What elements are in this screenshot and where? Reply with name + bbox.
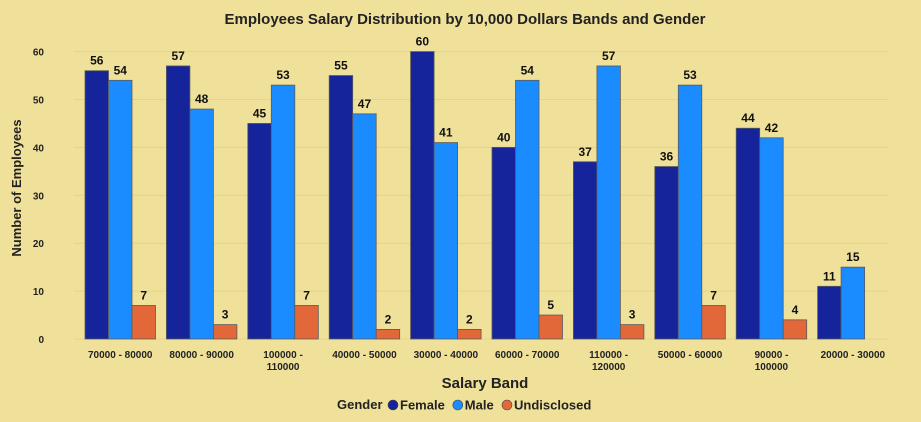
y-axis-title: Number of Employees — [9, 119, 24, 256]
y-tick-label: 10 — [33, 287, 45, 298]
bar-undisclosed[interactable] — [701, 305, 726, 340]
bar-male[interactable] — [352, 113, 377, 340]
bar-male[interactable] — [108, 79, 133, 340]
data-label-male: 41 — [439, 126, 453, 140]
data-label-male: 54 — [114, 63, 128, 77]
x-axis-title: Salary Band — [442, 375, 529, 392]
data-label-male: 53 — [276, 68, 290, 82]
data-label-female: 56 — [90, 54, 104, 68]
data-label-undisclosed: 3 — [629, 308, 636, 322]
legend-title: Gender — [337, 397, 383, 412]
data-label-female: 11 — [823, 269, 836, 283]
bar-male[interactable] — [677, 84, 703, 340]
bar-undisclosed[interactable] — [457, 329, 482, 340]
legend-marker-male — [452, 399, 464, 411]
data-label-male: 15 — [846, 250, 860, 264]
data-label-male: 53 — [683, 68, 697, 82]
data-label-female: 37 — [578, 145, 592, 159]
data-label-female: 60 — [416, 35, 430, 49]
x-tick-label: 30000 - 40000 — [414, 350, 479, 361]
legend-item-female[interactable]: Female — [400, 398, 445, 413]
data-label-undisclosed: 7 — [710, 288, 717, 302]
bar-male[interactable] — [759, 137, 784, 340]
data-label-undisclosed: 7 — [303, 288, 310, 302]
data-label-undisclosed: 4 — [792, 303, 799, 317]
data-label-male: 57 — [602, 49, 616, 63]
y-tick-label: 60 — [33, 48, 45, 59]
data-label-male: 54 — [521, 63, 535, 77]
y-tick-label: 50 — [33, 95, 45, 106]
bar-female[interactable] — [84, 70, 109, 340]
data-label-male: 47 — [358, 97, 372, 111]
x-tick-label: 40000 - 50000 — [332, 350, 397, 361]
bar-male[interactable] — [270, 84, 296, 340]
chart-title: Employees Salary Distribution by 10,000 … — [225, 11, 706, 28]
x-tick-label: 60000 - 70000 — [495, 350, 560, 361]
x-tick-label: 50000 - 60000 — [658, 350, 723, 361]
bar-undisclosed[interactable] — [782, 319, 808, 340]
data-label-female: 57 — [171, 49, 185, 63]
bar-female[interactable] — [410, 51, 435, 340]
data-label-female: 55 — [334, 59, 348, 73]
legend-marker-female — [387, 399, 399, 411]
axis-ticks: 0 10 20 30 40 50 60 70000 - 80000 80000 - 90000 1… — [33, 48, 886, 373]
bar-female[interactable] — [573, 161, 598, 340]
bar-undisclosed[interactable] — [375, 329, 401, 340]
data-label-undisclosed: 2 — [385, 312, 392, 326]
data-label-female: 45 — [253, 106, 267, 120]
data-label-undisclosed: 7 — [140, 288, 147, 302]
bar-undisclosed[interactable] — [294, 305, 319, 340]
y-tick-label: 30 — [33, 191, 45, 202]
data-label-female: 40 — [497, 130, 511, 144]
bar-undisclosed[interactable] — [212, 324, 238, 340]
y-tick-label: 20 — [33, 239, 45, 250]
bar-female[interactable] — [817, 285, 842, 340]
legend-item-male[interactable]: Male — [465, 398, 494, 413]
bar-male[interactable] — [515, 79, 540, 340]
bar-undisclosed[interactable] — [538, 314, 563, 340]
bar-undisclosed[interactable] — [620, 324, 645, 340]
legend-item-undisclosed[interactable]: Undisclosed — [514, 398, 591, 413]
bars — [84, 51, 865, 340]
bar-female[interactable] — [247, 123, 272, 340]
legend-marker-undisclosed — [501, 399, 513, 411]
data-label-undisclosed: 5 — [547, 298, 554, 312]
bar-female[interactable] — [491, 146, 516, 340]
bar-male[interactable] — [840, 266, 865, 340]
x-tick-label: 110000 -120000 — [589, 350, 628, 373]
bar-female[interactable] — [735, 127, 761, 340]
data-label-female: 36 — [660, 150, 674, 164]
data-labels: 5654757483455375547260412405453757336537… — [90, 35, 860, 327]
bar-female[interactable] — [654, 166, 679, 340]
data-label-undisclosed: 2 — [466, 312, 473, 326]
bar-female[interactable] — [165, 65, 191, 340]
x-tick-label: 80000 - 90000 — [169, 350, 234, 361]
data-label-male: 48 — [195, 92, 209, 106]
y-tick-label: 40 — [33, 143, 45, 154]
bar-male[interactable] — [433, 142, 459, 340]
bar-female[interactable] — [328, 75, 354, 340]
x-tick-label: 70000 - 80000 — [88, 350, 153, 361]
data-label-undisclosed: 3 — [222, 308, 229, 322]
bar-male[interactable] — [596, 65, 621, 340]
data-label-female: 44 — [741, 111, 755, 125]
x-tick-label: 20000 - 30000 — [821, 350, 886, 361]
bar-undisclosed[interactable] — [131, 305, 156, 340]
legend[interactable]: Gender Female Male Undisclosed — [337, 397, 591, 413]
y-tick-label: 0 — [38, 335, 44, 346]
x-tick-label: 100000 -110000 — [263, 350, 302, 373]
x-tick-label: 90000 -100000 — [754, 350, 788, 373]
bar-male[interactable] — [189, 108, 214, 340]
data-label-male: 42 — [765, 121, 779, 135]
